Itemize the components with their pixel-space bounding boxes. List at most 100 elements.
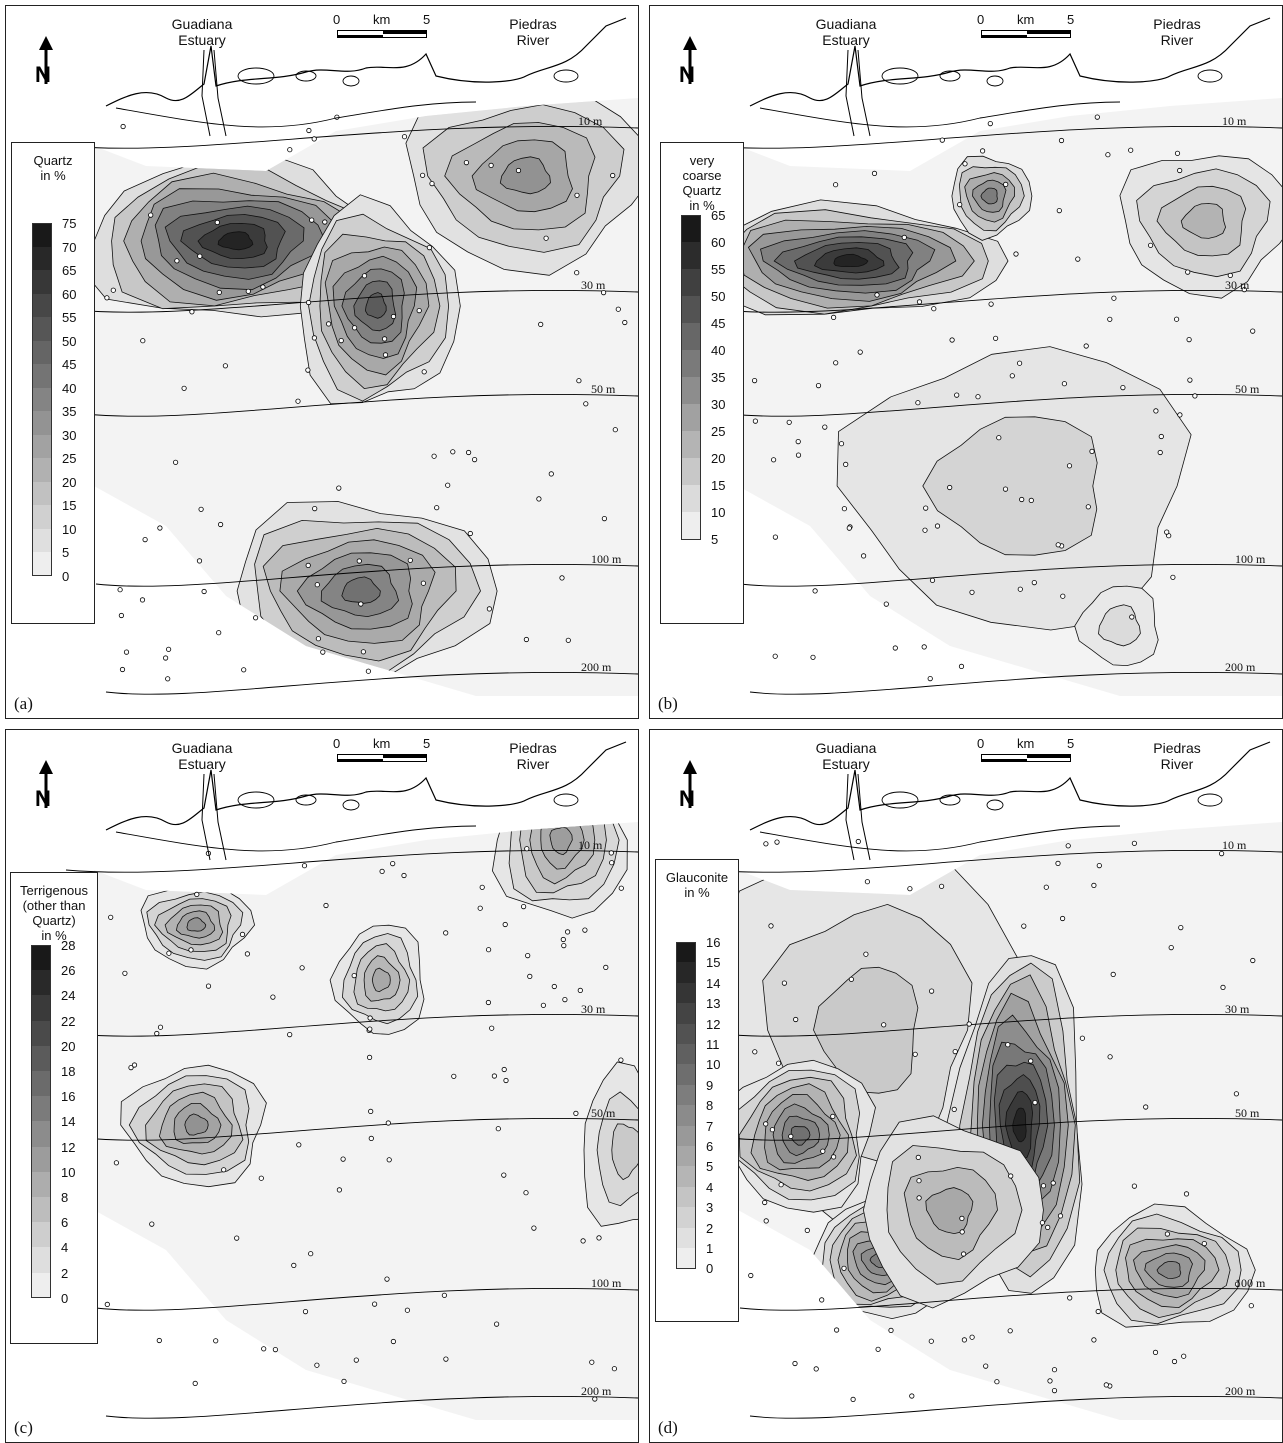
- legend-swatch: [676, 1064, 696, 1086]
- sample-station: [108, 914, 114, 920]
- isobath-label: 200 m: [1225, 1384, 1256, 1398]
- sample-station: [1120, 384, 1126, 391]
- sample-station: [301, 863, 308, 869]
- sample-station: [426, 245, 432, 251]
- contour-line: [549, 826, 573, 856]
- sample-station: [291, 1262, 297, 1269]
- sample-station: [833, 360, 839, 366]
- sample-station: [951, 1106, 957, 1112]
- sample-station: [1066, 463, 1073, 469]
- scale-bar-start: 0: [333, 12, 341, 27]
- sample-station: [1181, 1353, 1187, 1359]
- sample-station: [309, 217, 315, 223]
- sample-station: [959, 1215, 965, 1221]
- scale-bar-segment: [982, 759, 1027, 762]
- sample-station: [612, 427, 618, 433]
- sample-station: [538, 321, 544, 327]
- island: [553, 793, 579, 807]
- sample-station: [1153, 408, 1159, 414]
- legend-swatch: [32, 411, 52, 435]
- legend-swatch: [676, 1044, 696, 1065]
- legend-title-line: in %: [40, 168, 66, 183]
- legend-tick-label: 30: [711, 397, 726, 412]
- sample-station: [959, 1229, 965, 1235]
- place-label-line: Guadiana: [815, 16, 877, 32]
- legend-tick-label: 16: [61, 1089, 76, 1105]
- place-label-line: Estuary: [822, 756, 870, 772]
- sample-station: [776, 1060, 782, 1066]
- isobath-line: [729, 393, 1282, 417]
- sample-station: [923, 505, 929, 511]
- scale-bar-graphic: [981, 754, 1071, 762]
- sample-station: [907, 886, 913, 892]
- sample-station: [118, 612, 125, 619]
- shoreline: [759, 825, 1121, 852]
- sample-station: [952, 1048, 958, 1055]
- legend-title-line: Quartz): [32, 913, 76, 928]
- legend-swatch: [676, 1186, 696, 1208]
- legend-tick-label: 0: [706, 1261, 714, 1277]
- sample-station: [467, 530, 473, 537]
- legend-tick-label: 9: [706, 1077, 714, 1093]
- sample-station: [596, 1235, 602, 1241]
- sample-station: [1143, 1104, 1149, 1110]
- scale-bar: 0 km 5: [977, 12, 1074, 42]
- sample-station: [1002, 486, 1009, 492]
- sample-station: [601, 515, 608, 522]
- isobath-line: [85, 1117, 638, 1141]
- sample-station: [421, 369, 427, 375]
- sample-station: [520, 904, 527, 910]
- sample-station: [1186, 336, 1192, 343]
- isobath-line: [719, 289, 1282, 313]
- sample-station: [1177, 412, 1183, 418]
- sample-station: [196, 558, 203, 564]
- legend-swatch: [31, 1071, 51, 1097]
- sample-station: [954, 392, 960, 398]
- sample-station: [493, 1321, 500, 1327]
- sample-station: [1043, 884, 1049, 890]
- north-arrow-icon: N: [676, 36, 704, 87]
- sample-station: [1152, 1349, 1159, 1356]
- sample-station: [1051, 1367, 1058, 1373]
- sample-station: [140, 338, 146, 344]
- sample-station: [325, 321, 332, 327]
- sample-station: [1032, 1099, 1038, 1106]
- sample-station: [117, 587, 123, 593]
- sample-station: [1095, 1308, 1101, 1315]
- sample-station: [1047, 1378, 1053, 1384]
- island: [295, 70, 317, 82]
- island: [553, 69, 579, 83]
- sample-station: [485, 999, 491, 1006]
- sample-station: [559, 575, 565, 581]
- sample-station: [975, 394, 981, 400]
- north-arrow-icon: N: [676, 760, 704, 811]
- legend-tick-label: 35: [711, 370, 726, 385]
- sample-station: [874, 292, 880, 298]
- sample-station: [752, 418, 759, 424]
- contour-map: [65, 741, 638, 1420]
- legend-tick-label: 3: [706, 1200, 714, 1216]
- isobath-line: [95, 563, 638, 587]
- island: [986, 75, 1004, 87]
- sample-station: [938, 883, 945, 889]
- scale-bar-segment: [1027, 31, 1071, 34]
- legend-tick-label: 2: [706, 1220, 714, 1236]
- sample-station: [561, 943, 567, 949]
- legend-swatch: [676, 962, 696, 984]
- contour-line: [980, 187, 998, 205]
- sample-station: [367, 1015, 373, 1021]
- legend-swatch: [681, 350, 701, 378]
- legend-swatch: [31, 1096, 51, 1122]
- contour-line: [1156, 1261, 1182, 1279]
- sample-station: [916, 1195, 922, 1201]
- sample-station: [1171, 1358, 1178, 1365]
- legend-swatch: [681, 215, 701, 243]
- place-label-guadiana-estuary: Guadiana Estuary: [164, 16, 240, 48]
- sample-station: [969, 1334, 975, 1340]
- legend-swatch: [31, 945, 51, 971]
- sample-station: [1170, 574, 1176, 580]
- legend-tick-label: 28: [61, 938, 76, 953]
- sample-station: [1028, 1058, 1034, 1064]
- sample-station: [580, 1238, 586, 1244]
- sample-station: [407, 557, 413, 563]
